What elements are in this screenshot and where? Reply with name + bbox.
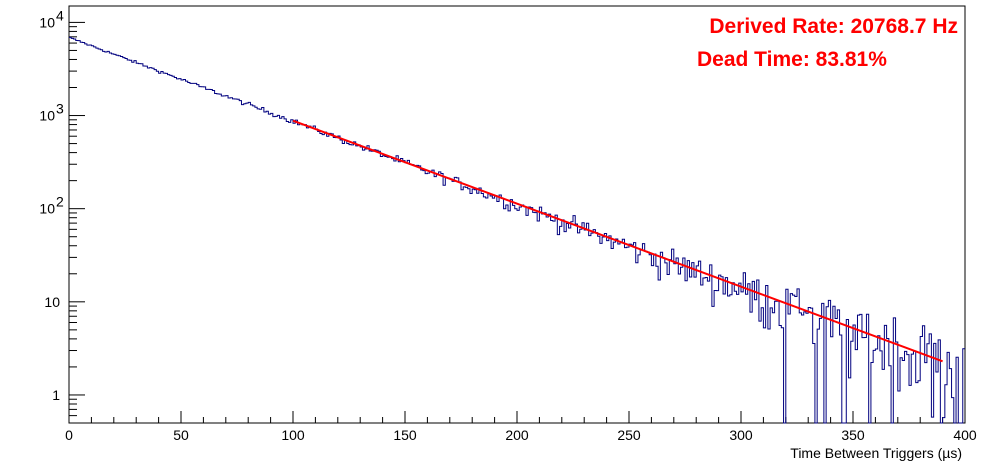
x-axis-ticks [68,411,966,423]
y-tick-exponent: 2 [56,194,64,210]
histogram-series [69,36,965,424]
fit-line [292,119,943,363]
x-tick-label: 250 [617,427,641,443]
x-axis-title: Time Between Triggers (µs) [790,445,962,461]
x-axis-tick-labels: 0 50 100 150 200 250 300 350 400 [65,427,977,443]
x-tick-label: 200 [505,427,529,443]
x-tick-label: 400 [953,427,977,443]
y-tick-label: 10 [44,294,60,310]
x-tick-label: 350 [841,427,865,443]
x-tick-label: 150 [393,427,417,443]
y-tick-label: 10 [39,201,55,217]
x-tick-label: 300 [729,427,753,443]
y-tick-label: 1 [52,387,60,403]
y-tick-label: 10 [39,108,55,124]
x-tick-label: 100 [281,427,305,443]
y-tick-exponent: 3 [56,101,64,117]
y-tick-exponent: 4 [56,7,64,23]
dead-time-label: Dead Time: 83.81% [697,48,887,71]
x-tick-label: 0 [65,427,73,443]
y-axis-ticks [69,21,85,424]
derived-rate-label: Derived Rate: 20768.7 Hz [709,15,958,38]
x-tick-label: 50 [173,427,189,443]
y-tick-label: 10 [39,14,55,30]
